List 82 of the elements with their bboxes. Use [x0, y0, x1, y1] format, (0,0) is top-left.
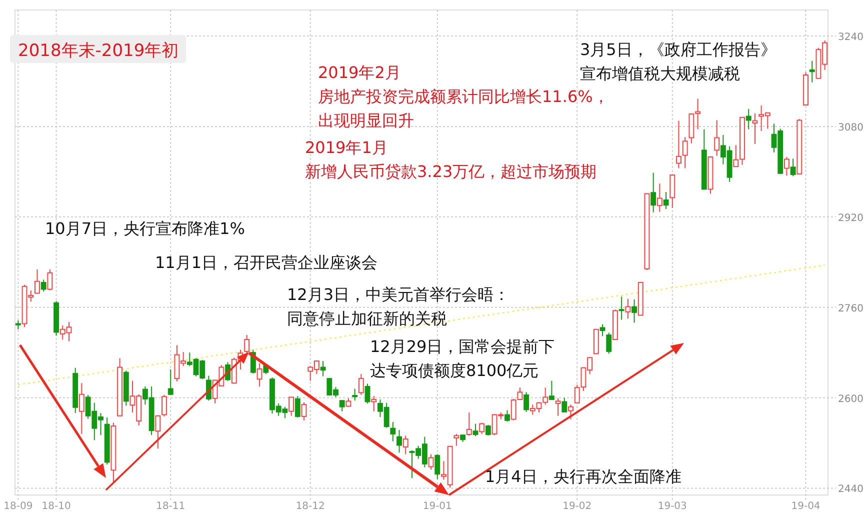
candlestick — [733, 144, 739, 168]
annotation: 1月4日，央行再次全面降准 — [485, 467, 682, 486]
annotation: 10月7日，央行宣布降准1% — [45, 219, 245, 238]
candlestick — [47, 268, 53, 291]
candlestick — [294, 396, 300, 418]
candlestick — [371, 396, 377, 412]
x-tick-label: 19-02 — [562, 501, 592, 512]
candlestick — [396, 429, 402, 454]
candlestick — [479, 422, 485, 434]
candlestick — [168, 369, 174, 395]
candlestick — [162, 394, 167, 417]
y-tick-label: 2760 — [838, 303, 864, 314]
candlestick — [244, 334, 250, 354]
candlestick — [256, 362, 262, 387]
annotation: 房地产投资完成额累计同比增长11.6%， — [318, 87, 609, 106]
candlestick — [676, 120, 682, 169]
candlestick — [155, 414, 161, 450]
annotation: 宣布增值税大规模减税 — [580, 64, 740, 83]
candlestick — [428, 454, 434, 470]
candlestick — [809, 60, 815, 83]
candlestick — [524, 392, 530, 412]
text: 2018年末-2019年初 — [18, 41, 179, 61]
candlestick — [390, 422, 396, 442]
candlestick — [288, 396, 294, 416]
candlestick — [472, 423, 478, 437]
y-tick-label: 2440 — [838, 484, 864, 496]
candlestick — [618, 296, 624, 320]
annotation: 12月29日，国常会提前下 — [370, 337, 555, 356]
x-tick-label: 19-03 — [658, 501, 687, 512]
candlestick — [364, 383, 370, 404]
candlestick — [650, 172, 656, 213]
annotation: 11月1日，召开民营企业座谈会 — [155, 253, 378, 272]
candlestick — [752, 112, 758, 144]
y-tick-label: 3080 — [838, 122, 864, 134]
x-tick-label: 18-12 — [296, 501, 325, 512]
candlestick — [663, 192, 669, 210]
annotation: 出现明显回升 — [318, 111, 414, 130]
x-tick-label: 18-11 — [156, 501, 186, 512]
annotation: 3月5日，《政府工作报告》 — [580, 40, 776, 59]
candlestick — [454, 433, 460, 446]
candlestick — [632, 298, 637, 324]
candlestick — [485, 424, 491, 436]
candlestick — [548, 380, 554, 401]
candlestick — [466, 412, 472, 436]
candlestick — [746, 108, 752, 130]
candlestick — [600, 324, 606, 337]
candlestick — [402, 435, 408, 455]
x-tick-label: 19-01 — [422, 501, 452, 512]
candlestick — [606, 332, 612, 354]
candlestick — [790, 158, 796, 177]
candlestick — [784, 156, 790, 176]
y-tick-label: 2920 — [838, 212, 864, 224]
annotation: 2019年1月 — [305, 138, 388, 157]
candlestick — [15, 320, 21, 330]
candlestick — [339, 400, 345, 412]
candlestick — [78, 382, 84, 434]
candlestick — [656, 183, 662, 212]
candlestick — [670, 174, 676, 208]
candlestick — [625, 298, 631, 320]
candlestick — [714, 120, 720, 156]
candlestick — [40, 279, 46, 292]
annotation: 达专项债额度8100亿元 — [370, 361, 539, 380]
x-tick-label: 19-04 — [791, 501, 820, 512]
annotation: 2019年2月 — [318, 63, 401, 82]
candlestick — [555, 398, 561, 416]
candlestick — [504, 410, 510, 422]
annotation: 新增人民币贷款3.23万亿，超过市场预期 — [305, 162, 597, 181]
candlestick — [358, 374, 364, 396]
annotation: 12月3日，中美元首举行会晤： — [287, 285, 510, 304]
x-tick-label: 18-10 — [42, 501, 71, 512]
candlestick — [301, 402, 307, 421]
x-tick-label: 18-09 — [4, 501, 33, 512]
candlestick — [568, 404, 574, 420]
annotation: 同意停止加征新的关税 — [287, 309, 447, 328]
candlestick — [34, 268, 40, 294]
candlestick — [682, 136, 688, 169]
y-tick-label: 2600 — [838, 394, 864, 405]
y-tick-label: 3240 — [838, 32, 864, 43]
candlestick — [352, 388, 358, 402]
candlestick — [320, 360, 326, 377]
candlestick — [434, 454, 440, 480]
candlestick — [562, 397, 568, 412]
